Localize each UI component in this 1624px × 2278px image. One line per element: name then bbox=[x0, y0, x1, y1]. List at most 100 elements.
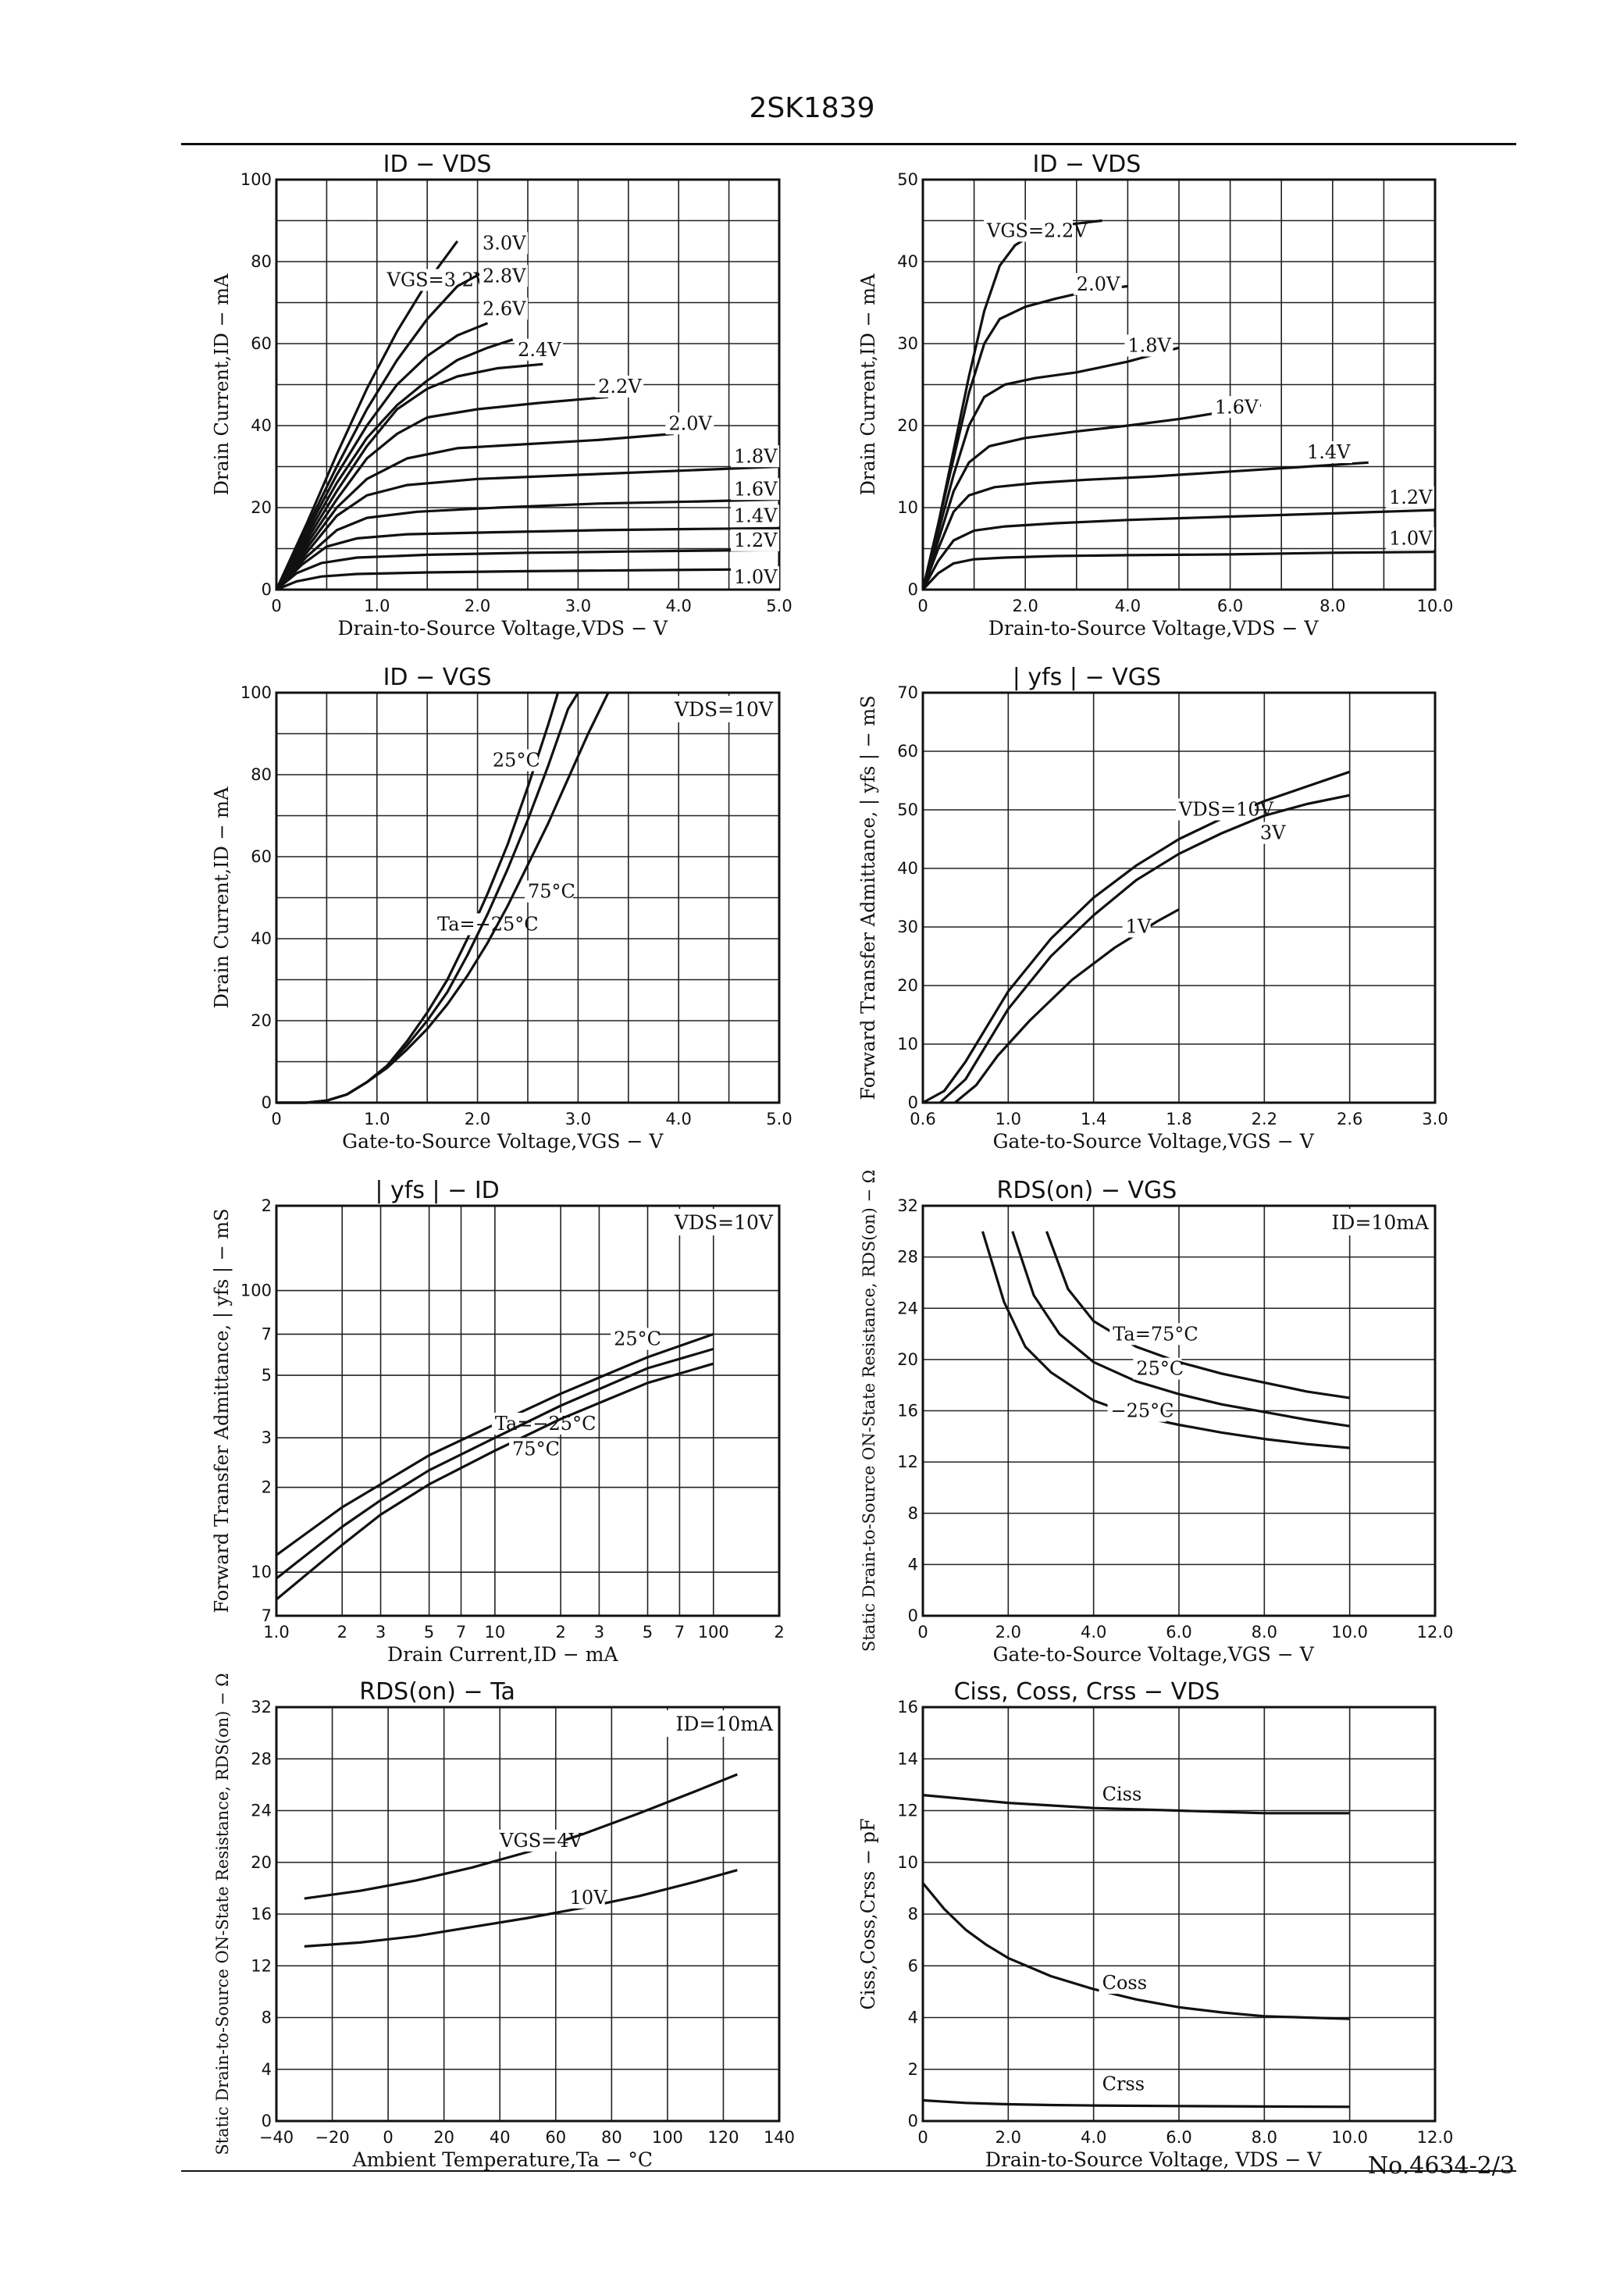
x-tick-label: 12.0 bbox=[1417, 2128, 1454, 2147]
x-tick-label: 1.0 bbox=[263, 1623, 289, 1642]
series-label: Coss bbox=[1102, 1972, 1147, 1994]
x-tick-label: 1.0 bbox=[995, 1110, 1021, 1128]
series-label-backdrop bbox=[1385, 486, 1434, 508]
y-tick-label: 24 bbox=[251, 1802, 272, 1820]
series-line bbox=[304, 1869, 738, 1948]
plot-frame bbox=[921, 1204, 1437, 1617]
y-tick-label: 10 bbox=[251, 1563, 272, 1581]
y-tick-label: 30 bbox=[897, 918, 918, 936]
series-line bbox=[922, 770, 1351, 1104]
y-tick-label: 12 bbox=[897, 1453, 918, 1471]
series-label-backdrop bbox=[731, 566, 780, 589]
y-tick-label: 16 bbox=[897, 1402, 918, 1421]
y-axis-label: Forward Transfer Admittance, | yfs | − m… bbox=[857, 695, 880, 1100]
x-axis-label: Gate-to-Source Voltage,VGS − V bbox=[993, 1130, 1315, 1153]
x-tick-label: 5 bbox=[643, 1623, 653, 1642]
series-label-backdrop bbox=[479, 298, 529, 320]
series-label: 2.4V bbox=[518, 339, 561, 361]
chart-4: 0.6 1.0 1.4 1.8 2.2 2.6 3.0 0 10 20 30 40 50 60 70 | yf… bbox=[857, 664, 1448, 1153]
condition-annotation: VDS=10V bbox=[674, 1211, 774, 1234]
y-tick-label: 0 bbox=[262, 580, 272, 599]
y-tick-label: 4 bbox=[908, 2009, 918, 2027]
series-line bbox=[275, 362, 543, 590]
series-label-backdrop bbox=[665, 412, 714, 435]
series-label-backdrop bbox=[1107, 1399, 1166, 1422]
y-axis-label: Drain Current,ID − mA bbox=[857, 273, 879, 495]
y-tick-label: 8 bbox=[908, 1905, 918, 1923]
y-tick-label: 28 bbox=[251, 1749, 272, 1768]
series-label-backdrop bbox=[1124, 334, 1173, 357]
annotation-backdrop bbox=[662, 1209, 776, 1235]
x-tick-label: 6.0 bbox=[1166, 2128, 1191, 2147]
series-label-backdrop bbox=[1176, 798, 1255, 821]
y-tick-label: 24 bbox=[897, 1299, 918, 1317]
x-tick-label: 3.0 bbox=[565, 597, 591, 615]
series-label-backdrop bbox=[984, 219, 1073, 242]
series-label-backdrop bbox=[731, 478, 780, 501]
x-tick-label: 12.0 bbox=[1417, 1623, 1454, 1642]
series-label: 2.0V bbox=[668, 412, 712, 434]
y-tick-label: 12 bbox=[251, 1956, 272, 1975]
y-tick-label: 4 bbox=[262, 2060, 272, 2079]
series-label-backdrop bbox=[731, 504, 780, 527]
y-tick-label: 100 bbox=[240, 170, 272, 189]
series-line bbox=[921, 1882, 1350, 2020]
y-tick-label: 20 bbox=[897, 416, 918, 435]
y-tick-label: 20 bbox=[251, 498, 272, 517]
series-line bbox=[275, 432, 674, 590]
y-tick-label: 0 bbox=[262, 2112, 272, 2130]
chart-title: | yfs | − ID bbox=[375, 1177, 499, 1204]
x-tick-label: 0 bbox=[917, 2128, 928, 2147]
x-tick-label: 2.2 bbox=[1252, 1110, 1277, 1128]
y-tick-label: 32 bbox=[251, 1698, 272, 1717]
x-tick-label: 8.0 bbox=[1320, 597, 1345, 615]
series-label: VGS=3.2V bbox=[386, 269, 488, 291]
y-tick-label: 100 bbox=[240, 683, 272, 702]
series-label: 10V bbox=[570, 1887, 608, 1909]
x-tick-label: 2 bbox=[555, 1623, 565, 1642]
x-tick-label: 0 bbox=[917, 597, 928, 615]
series-label-backdrop bbox=[489, 749, 538, 772]
x-tick-label: 10.0 bbox=[1331, 1623, 1368, 1642]
x-tick-label: 6.0 bbox=[1217, 597, 1243, 615]
x-tick-label: 7 bbox=[456, 1623, 466, 1642]
series-label-backdrop bbox=[611, 1328, 660, 1350]
series-label: 1.4V bbox=[734, 504, 778, 526]
series-label: 3.0V bbox=[483, 232, 526, 254]
series-label: 2.8V bbox=[483, 265, 526, 287]
chart-title: ID − VDS bbox=[1033, 151, 1141, 178]
series-label-backdrop bbox=[479, 232, 529, 255]
x-tick-label: 1.8 bbox=[1166, 1110, 1191, 1128]
series-label: 25°C bbox=[614, 1328, 661, 1349]
series-label: 3V bbox=[1260, 822, 1286, 844]
chart-3: 0 1.0 2.0 3.0 4.0 5.0 0 20 40 60 80 100 ID − VGS Gate… bbox=[211, 664, 792, 1153]
y-tick-label: 60 bbox=[251, 847, 272, 866]
x-tick-label: 4.0 bbox=[665, 597, 691, 615]
x-tick-label: 4.0 bbox=[1081, 1623, 1106, 1642]
series-label-backdrop bbox=[515, 338, 564, 361]
y-tick-label: 40 bbox=[897, 859, 918, 878]
x-tick-label: 20 bbox=[433, 2128, 454, 2147]
chart-title: ID − VGS bbox=[383, 664, 492, 691]
y-tick-label: 40 bbox=[251, 416, 272, 435]
y-tick-label: 80 bbox=[251, 252, 272, 271]
series-line bbox=[276, 568, 780, 591]
x-tick-label: 80 bbox=[601, 2128, 622, 2147]
x-tick-label: 120 bbox=[707, 2128, 739, 2147]
x-tick-label: 1.0 bbox=[364, 597, 390, 615]
x-tick-label: 4.0 bbox=[1115, 597, 1141, 615]
series-line bbox=[276, 692, 610, 1104]
x-tick-label: 2.0 bbox=[995, 2128, 1021, 2147]
x-axis-label: Gate-to-Source Voltage,VGS − V bbox=[993, 1643, 1315, 1666]
y-tick-label: 10 bbox=[897, 1035, 918, 1053]
chart-title: ID − VDS bbox=[383, 151, 492, 178]
series-label-backdrop bbox=[497, 1829, 566, 1852]
x-tick-label: 4.0 bbox=[1081, 2128, 1106, 2147]
series-label: 75°C bbox=[512, 1438, 560, 1460]
series-line bbox=[1045, 1231, 1350, 1399]
y-tick-label: 28 bbox=[897, 1248, 918, 1267]
x-tick-label: 60 bbox=[545, 2128, 566, 2147]
series-label-backdrop bbox=[1304, 441, 1352, 463]
x-tick-label: −40 bbox=[259, 2128, 294, 2147]
